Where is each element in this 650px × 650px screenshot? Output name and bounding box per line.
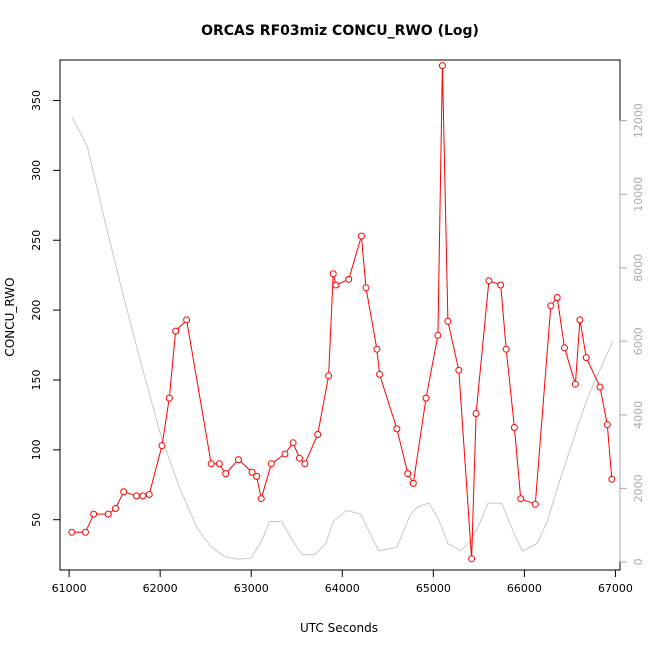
y-tick-label: 350 bbox=[30, 90, 43, 111]
y-tick-label: 250 bbox=[30, 230, 43, 251]
data-point bbox=[472, 410, 480, 417]
data-point bbox=[376, 370, 384, 378]
y-axis: 50 100 150 200 250 300 350 bbox=[30, 90, 61, 527]
data-point bbox=[257, 495, 265, 503]
data-point bbox=[301, 460, 309, 468]
primary-series-line bbox=[71, 65, 613, 559]
data-point bbox=[502, 345, 510, 353]
y-tick-label: 50 bbox=[30, 513, 43, 527]
data-point bbox=[332, 281, 340, 289]
x-axis-label: UTC Seconds bbox=[300, 621, 378, 635]
data-point bbox=[373, 345, 381, 353]
secondary-y-tick-label: 4000 bbox=[632, 401, 645, 429]
data-point bbox=[444, 317, 452, 325]
data-point bbox=[222, 470, 230, 478]
data-point bbox=[576, 316, 584, 324]
data-point bbox=[409, 479, 417, 487]
data-point bbox=[434, 331, 442, 339]
primary-series-layer bbox=[68, 62, 616, 563]
data-point bbox=[608, 475, 616, 483]
data-point bbox=[497, 281, 505, 289]
data-point bbox=[561, 344, 568, 352]
secondary-series-line bbox=[71, 116, 614, 560]
secondary-y-tick-label: 6000 bbox=[632, 327, 645, 355]
x-axis: 61000 62000 63000 64000 65000 66000 67000 bbox=[52, 569, 633, 595]
data-point bbox=[517, 495, 525, 503]
data-point bbox=[112, 505, 119, 512]
y-tick-label: 150 bbox=[30, 369, 43, 390]
data-point bbox=[183, 316, 191, 324]
data-point bbox=[553, 294, 561, 301]
data-point bbox=[120, 488, 128, 496]
data-point bbox=[531, 500, 539, 508]
secondary-y-tick-label: 12000 bbox=[632, 103, 645, 138]
x-tick-label: 66000 bbox=[507, 582, 542, 595]
data-point bbox=[296, 454, 303, 462]
data-point bbox=[158, 442, 166, 450]
data-point bbox=[345, 275, 353, 283]
secondary-y-tick-label: 8000 bbox=[632, 254, 645, 282]
data-point bbox=[603, 421, 611, 429]
x-tick-label: 67000 bbox=[598, 582, 633, 595]
data-point bbox=[165, 394, 173, 402]
secondary-y-axis: 0 2000 4000 6000 8000 10000 12000 bbox=[619, 103, 645, 565]
data-point bbox=[90, 510, 98, 518]
data-point bbox=[281, 450, 289, 458]
y-axis-label: CONCU_RWO bbox=[3, 277, 17, 356]
secondary-series-layer bbox=[71, 116, 614, 560]
x-tick-label: 61000 bbox=[52, 582, 87, 595]
data-point bbox=[104, 510, 112, 518]
y-tick-label: 100 bbox=[30, 439, 43, 460]
data-point bbox=[485, 277, 493, 285]
data-point bbox=[139, 492, 147, 500]
data-point bbox=[596, 383, 604, 391]
data-point bbox=[82, 528, 89, 536]
x-tick-label: 64000 bbox=[325, 582, 360, 595]
data-point bbox=[267, 460, 275, 468]
data-point bbox=[362, 284, 370, 292]
data-point bbox=[468, 555, 476, 563]
x-tick-label: 65000 bbox=[416, 582, 451, 595]
data-point bbox=[68, 528, 76, 536]
x-tick-label: 62000 bbox=[143, 582, 178, 595]
data-point bbox=[422, 394, 430, 402]
data-point bbox=[547, 302, 555, 310]
data-point bbox=[172, 327, 180, 335]
y-tick-label: 200 bbox=[30, 300, 43, 321]
data-point bbox=[235, 456, 242, 464]
data-point bbox=[510, 424, 518, 431]
data-point bbox=[253, 472, 261, 480]
data-point bbox=[455, 366, 463, 374]
data-point bbox=[133, 492, 140, 500]
data-point bbox=[325, 372, 333, 380]
x-tick-label: 63000 bbox=[234, 582, 269, 595]
data-point bbox=[329, 270, 337, 278]
data-point bbox=[248, 468, 256, 476]
data-point bbox=[289, 439, 297, 447]
data-point bbox=[571, 380, 579, 388]
data-point bbox=[314, 431, 322, 438]
data-point bbox=[357, 232, 365, 240]
data-point bbox=[582, 354, 590, 362]
data-point bbox=[393, 425, 401, 433]
data-point bbox=[215, 460, 223, 468]
secondary-y-tick-label: 2000 bbox=[632, 474, 645, 502]
data-point bbox=[438, 62, 446, 70]
y-tick-label: 300 bbox=[30, 160, 43, 181]
data-point bbox=[404, 470, 412, 478]
chart-title: ORCAS RF03miz CONCU_RWO (Log) bbox=[201, 23, 479, 39]
secondary-y-tick-label: 10000 bbox=[632, 177, 645, 212]
data-point bbox=[207, 460, 215, 468]
secondary-y-tick-label: 0 bbox=[632, 558, 645, 565]
data-point bbox=[145, 491, 153, 498]
